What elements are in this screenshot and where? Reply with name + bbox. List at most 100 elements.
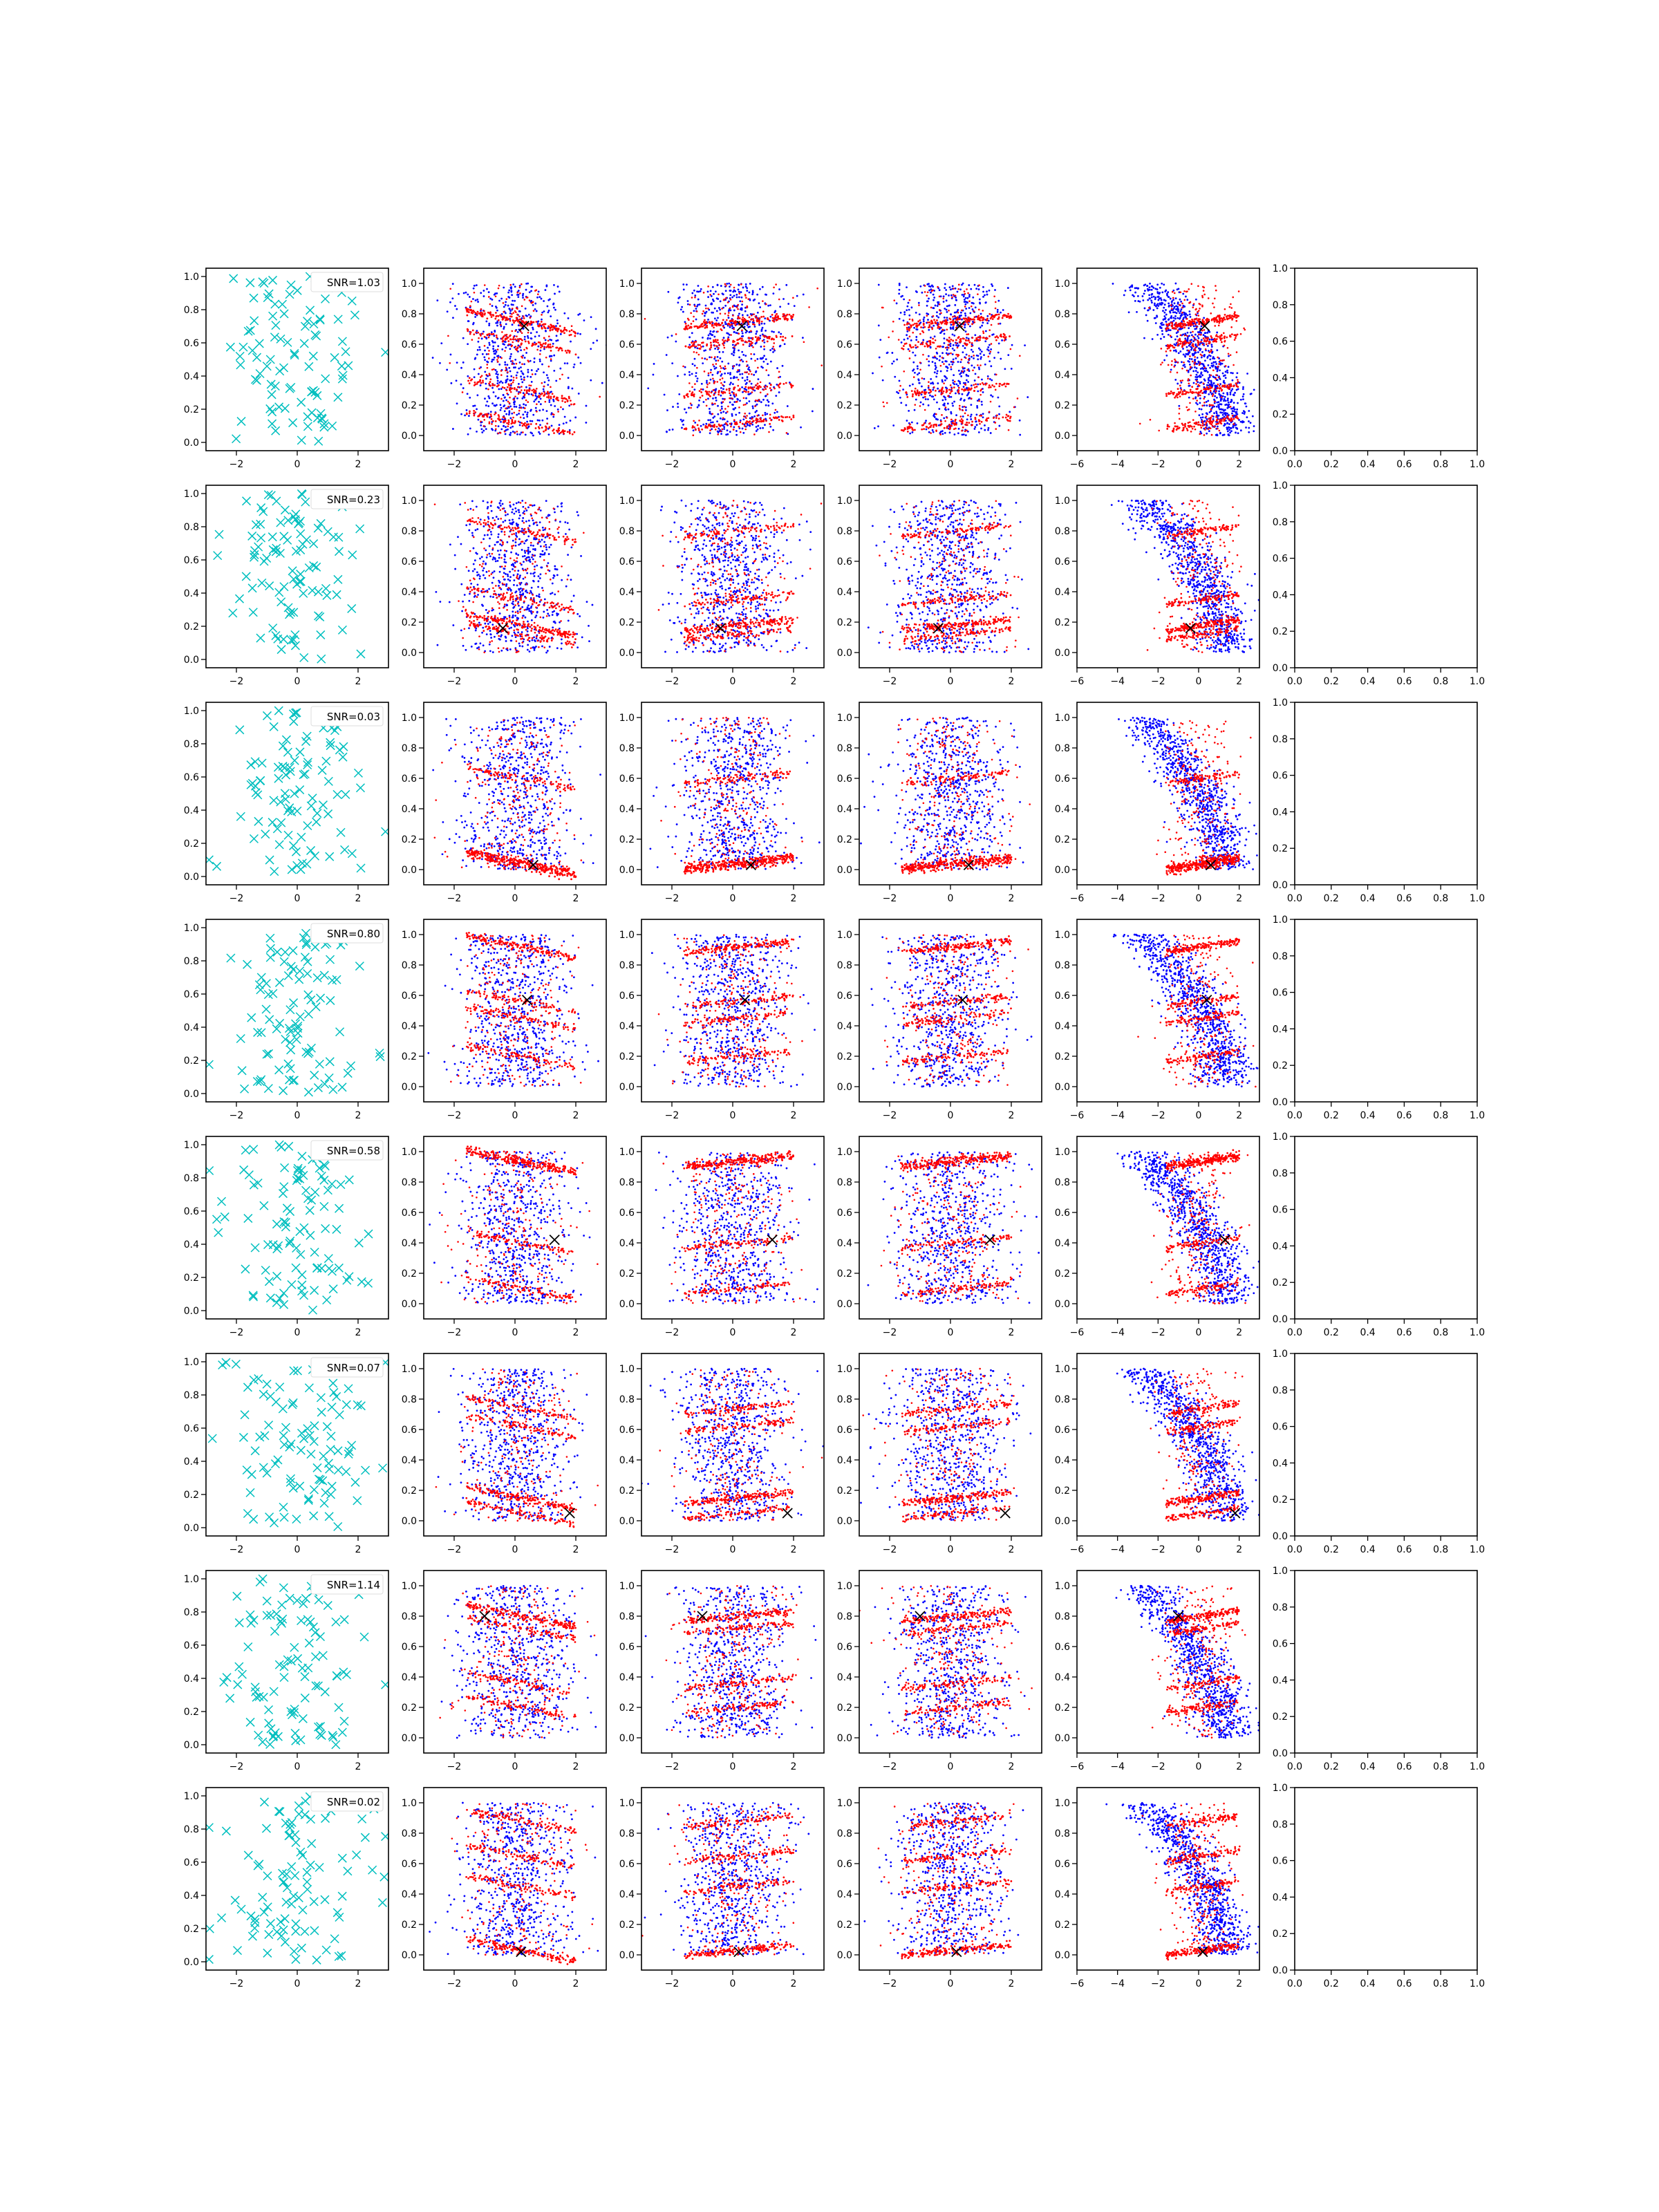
- red-point: [707, 372, 710, 375]
- blue-point: [498, 299, 500, 302]
- blue-point: [1224, 422, 1226, 425]
- red-point: [719, 371, 722, 373]
- red-point: [986, 317, 988, 320]
- blue-point: [977, 288, 980, 290]
- red-point: [982, 310, 984, 312]
- blue-point: [520, 349, 523, 352]
- red-point: [527, 401, 529, 403]
- blue-point: [705, 422, 708, 425]
- blue-point: [1157, 299, 1160, 301]
- red-point: [821, 364, 823, 366]
- red-point: [959, 404, 961, 407]
- blue-point: [939, 355, 941, 357]
- blue-point: [1210, 381, 1212, 384]
- blue-point: [695, 308, 697, 310]
- red-point: [735, 400, 738, 403]
- blue-point: [729, 290, 731, 292]
- blue-point: [503, 404, 506, 406]
- blue-point: [767, 363, 769, 365]
- blue-point: [1181, 361, 1183, 364]
- red-point: [544, 425, 547, 428]
- blue-point: [738, 290, 740, 293]
- blue-point: [1001, 339, 1003, 341]
- blue-point: [970, 413, 973, 416]
- red-point: [694, 296, 696, 299]
- blue-point: [988, 377, 991, 380]
- blue-point: [547, 384, 550, 386]
- blue-point: [938, 328, 941, 330]
- blue-point: [523, 396, 526, 399]
- red-point: [684, 326, 687, 328]
- blue-point: [547, 377, 549, 379]
- red-point: [939, 420, 942, 423]
- blue-point: [1173, 302, 1176, 305]
- blue-point: [1189, 316, 1192, 318]
- blue-point: [1163, 315, 1166, 317]
- red-point: [756, 317, 758, 319]
- blue-point: [1208, 393, 1210, 395]
- blue-point: [518, 310, 521, 312]
- cross-marker: [254, 339, 264, 348]
- red-point: [953, 424, 956, 426]
- blue-point: [981, 378, 983, 381]
- blue-point: [733, 330, 735, 333]
- red-point: [970, 397, 973, 400]
- blue-point: [496, 379, 499, 382]
- blue-point: [505, 380, 508, 383]
- red-point: [474, 381, 476, 384]
- cross-marker: [270, 332, 279, 342]
- blue-point: [1201, 350, 1203, 353]
- blue-point: [1224, 377, 1227, 379]
- blue-point: [711, 285, 714, 288]
- red-point: [909, 344, 912, 346]
- blue-point: [1174, 317, 1177, 320]
- red-point: [563, 332, 565, 335]
- red-point: [773, 342, 776, 344]
- blue-point: [684, 321, 686, 324]
- red-point: [762, 300, 764, 302]
- red-point: [480, 382, 482, 384]
- x-tick-label: −2: [665, 459, 679, 470]
- red-point: [465, 412, 468, 415]
- blue-point: [727, 310, 730, 312]
- red-point: [684, 328, 686, 330]
- cross-marker: [268, 419, 277, 429]
- blue-point: [487, 375, 489, 377]
- red-point: [964, 430, 966, 433]
- red-point: [744, 386, 747, 388]
- blue-point: [548, 399, 551, 402]
- blue-point: [964, 330, 967, 332]
- blue-point: [731, 403, 733, 406]
- blue-point: [513, 363, 515, 365]
- red-point: [950, 390, 953, 393]
- blue-point: [973, 428, 976, 430]
- blue-point: [982, 295, 984, 298]
- red-point: [997, 418, 1000, 420]
- red-point: [691, 297, 693, 299]
- blue-point: [495, 373, 498, 375]
- blue-point: [762, 427, 765, 429]
- blue-point: [931, 361, 934, 363]
- blue-point: [534, 335, 536, 338]
- cross-marker: [249, 293, 259, 303]
- red-point: [747, 323, 750, 326]
- panel-r0-c3: −2 0 20.00.20.40.60.81.0: [837, 268, 1042, 470]
- blue-point: [534, 398, 537, 401]
- red-point: [962, 420, 964, 422]
- red-point: [1003, 339, 1006, 341]
- blue-point: [742, 335, 744, 337]
- blue-point: [957, 384, 959, 387]
- blue-point: [707, 419, 710, 422]
- blue-point: [682, 288, 685, 291]
- red-point: [514, 319, 516, 322]
- red-point: [961, 388, 964, 391]
- red-point: [696, 366, 698, 369]
- blue-point: [892, 424, 895, 427]
- blue-point: [898, 292, 901, 295]
- red-point: [735, 422, 738, 425]
- blue-point: [916, 365, 919, 368]
- blue-point: [735, 296, 738, 299]
- red-point: [961, 422, 964, 424]
- red-point: [691, 394, 693, 397]
- red-point: [525, 392, 528, 394]
